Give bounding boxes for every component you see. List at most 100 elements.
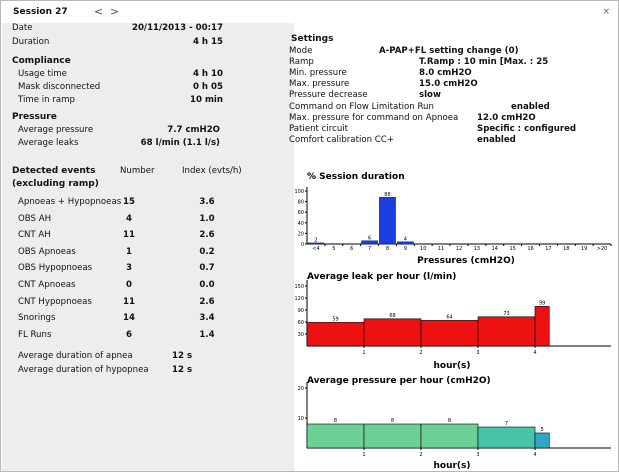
hourly-chart-x-tick-label: 2 [419, 350, 422, 356]
hourly-chart-x-tick-label: 4 [533, 452, 536, 458]
event-index: 0.2 [199, 246, 215, 257]
avg-apnea-value: 12 s [172, 351, 193, 361]
histogram-y-tick-label: 40 [298, 221, 304, 227]
hourly-chart-bar [534, 432, 550, 449]
hourly-chart-bar [306, 423, 365, 449]
histogram-x-tick-label: 19 [581, 246, 587, 252]
date-label: Date [12, 23, 33, 33]
hourly-chart-bar [306, 322, 365, 347]
hourly-chart-data-label: 8 [448, 418, 451, 424]
setting-label: Patient circuit [289, 123, 349, 134]
event-index: 1.0 [199, 213, 215, 224]
event-label: OBS Apnoeas [18, 246, 76, 257]
hourly-chart-data-label: 99 [539, 300, 545, 306]
compliance-row: Usage time 4 h 10 [2, 69, 294, 81]
histogram-x-tick-label: 5 [332, 246, 335, 252]
histogram-bar [307, 242, 325, 245]
pressure-row: Average pressure 7.7 cmH2O [2, 125, 294, 137]
settings-row: Min. pressure 8.0 cmH2O [289, 68, 609, 79]
histogram-x-tick-label: 17 [545, 246, 551, 252]
hourly-chart-y-tick-label: 30 [298, 332, 304, 338]
histogram-x-tick-label: 18 [563, 246, 569, 252]
setting-label: Max. pressure [289, 79, 350, 90]
compliance-heading: Compliance [12, 56, 71, 66]
hourly-chart-bar [363, 423, 422, 449]
hourly-chart-title: Average pressure per hour (cmH2O) [307, 376, 491, 386]
hourly-chart-x-axis-label: hour(s) [433, 361, 470, 371]
histogram-x-tick-label: 9 [404, 246, 407, 252]
settings-row: Mode A-PAP+FL setting change (0) [289, 46, 609, 57]
compliance-row-value: 10 min [190, 95, 223, 105]
event-index: 2.6 [199, 296, 215, 307]
histogram-y-tick-label: 60 [298, 210, 304, 216]
event-row: CNT Apnoeas 0 0.0 [2, 280, 294, 292]
histogram-bar [397, 241, 414, 245]
settings-row: Command on Flow Limitation Run enabled [289, 102, 609, 113]
event-index: 3.6 [199, 197, 215, 207]
events-index-column-header: Index (evts/h) [182, 166, 242, 176]
session-title: Session 27 [13, 7, 68, 17]
hourly-chart-data-label: 68 [389, 313, 395, 319]
event-index: 2.6 [199, 230, 215, 241]
hourly-chart-x-tick-label: 1 [362, 350, 365, 356]
setting-label: Mode [289, 46, 313, 56]
event-row: CNT AH 11 2.6 [2, 230, 294, 242]
hourly-chart-data-label: 7 [505, 421, 508, 427]
event-number: 15 [123, 197, 135, 207]
hourly-chart-data-label: 8 [391, 418, 394, 424]
pressure-row: Average leaks 68 l/min (1.1 l/s) [2, 138, 294, 150]
histogram-title: % Session duration [307, 172, 405, 182]
histogram-data-label: 4 [404, 236, 407, 242]
hourly-chart-x-tick-label: 3 [476, 350, 479, 356]
event-row: FL Runs 6 1.4 [2, 330, 294, 342]
hourly-chart-bar [534, 306, 550, 347]
event-index: 1.4 [199, 329, 215, 340]
settings-row: Pressure decrease slow [289, 90, 609, 101]
setting-value: 8.0 cmH2O [419, 68, 472, 79]
event-label: CNT Apnoeas [18, 280, 76, 290]
setting-label: Comfort calibration CC+ [289, 134, 394, 145]
hourly-chart-data-label: 73 [503, 311, 509, 317]
histogram-y-tick-label: 80 [298, 200, 304, 206]
duration-value: 4 h 15 [192, 37, 223, 47]
duration-row: Duration 4 h 15 [2, 37, 294, 49]
hourly-chart-data-label: 59 [332, 316, 338, 322]
settings-row: Max. pressure 15.0 cmH2O [289, 79, 609, 90]
histogram-data-label: 88 [384, 192, 390, 198]
leak-per-hour-chart: Average leak per hour (l/min)30609012015… [294, 272, 611, 371]
compliance-row-label: Usage time [18, 69, 67, 79]
session-summary-panel: Date 20/11/2013 - 00:17 Duration 4 h 15 … [2, 23, 294, 471]
close-icon[interactable]: × [602, 7, 610, 17]
hourly-chart-bar [420, 320, 479, 347]
setting-label: Pressure decrease [289, 90, 368, 101]
setting-label: Min. pressure [289, 68, 347, 79]
date-row: Date 20/11/2013 - 00:17 [2, 23, 294, 35]
histogram-bar [361, 240, 378, 245]
event-row: OBS Hypopnoeas 3 0.7 [2, 263, 294, 275]
histogram-x-tick-label: 15 [509, 246, 515, 252]
hourly-chart-x-tick-label: 4 [533, 350, 536, 356]
compliance-row-value: 0 h 05 [192, 82, 223, 92]
compliance-row-label: Mask disconnected [18, 82, 101, 92]
setting-label: Command on Flow Limitation Run [289, 101, 434, 112]
previous-session-arrow-icon[interactable]: < [94, 5, 104, 18]
settings-row: Patient circuit Specific : configured [289, 124, 609, 135]
compliance-row-label: Time in ramp [18, 95, 75, 105]
setting-value: 12.0 cmH2O [477, 112, 536, 123]
setting-value: enabled [477, 134, 516, 145]
histogram-y-tick-label: 0 [301, 242, 304, 248]
event-number: 3 [126, 263, 132, 274]
setting-label: Ramp [289, 57, 314, 68]
compliance-row: Time in ramp 10 min [2, 95, 294, 107]
histogram-x-tick-label: <4 [312, 246, 319, 252]
next-session-arrow-icon[interactable]: > [110, 5, 120, 18]
settings-heading: Settings [291, 34, 334, 44]
event-number: 6 [126, 329, 132, 340]
event-label: OBS AH [18, 213, 52, 224]
event-label: Apnoeas + Hypopnoeas [18, 197, 122, 207]
hourly-chart-bar [477, 316, 536, 347]
hourly-chart-x-tick-label: 3 [476, 452, 479, 458]
avg-apnea-row: Average duration of apnea 12 s [2, 351, 294, 363]
histogram-data-label: 2 [314, 237, 317, 243]
